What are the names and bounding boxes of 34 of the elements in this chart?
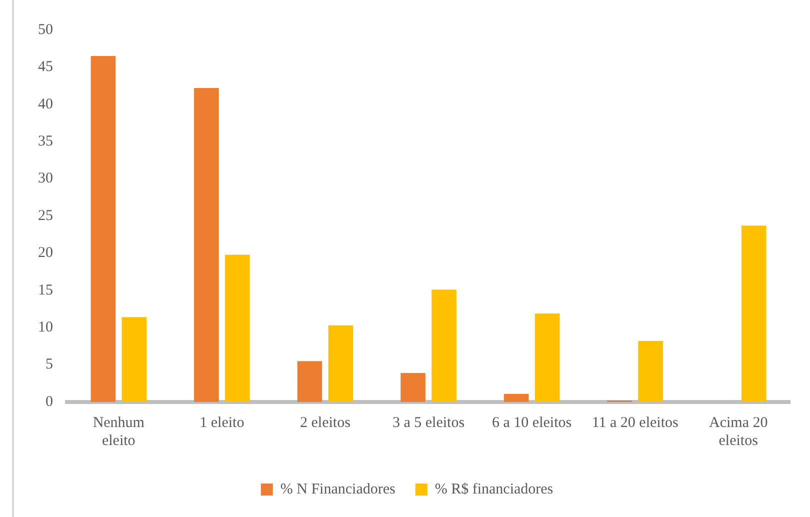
y-tick-label: 0 (46, 394, 53, 410)
category-label: eleito (102, 432, 136, 449)
legend-label: % N Financiadores (280, 481, 396, 498)
legend-label: % R$ financiadores (434, 481, 554, 498)
y-tick-label: 25 (38, 208, 53, 224)
x-tick-label: 3 a 5 eleitos (392, 414, 465, 431)
x-tick-label: 11 a 20 eleitos (592, 414, 678, 431)
bar (122, 317, 147, 402)
category-label: Acima 20 (708, 414, 768, 431)
bar (741, 226, 766, 402)
category-label: Nenhum (92, 414, 144, 431)
y-tick-label: 5 (46, 356, 53, 373)
bar (400, 372, 426, 402)
y-tick-label: 35 (38, 134, 53, 150)
bar (90, 56, 116, 402)
x-tick-label: 6 a 10 eleitos (492, 414, 572, 431)
bar (328, 325, 354, 402)
y-tick-label: 50 (38, 22, 53, 38)
x-tick-label: 2 eleitos (300, 414, 351, 431)
y-tick-label: 30 (38, 170, 53, 187)
y-tick-label: 20 (38, 245, 53, 262)
y-tick-label: 10 (38, 320, 53, 336)
category-label: eleitos (718, 432, 758, 449)
bar (225, 254, 250, 402)
bar (194, 88, 219, 402)
y-tick-label: 15 (38, 282, 53, 298)
bar (504, 394, 529, 402)
bar (297, 361, 322, 402)
x-tick-label: 1 eleito (200, 414, 244, 431)
bar (638, 340, 663, 402)
bar (534, 313, 560, 402)
y-tick-label: 40 (38, 96, 53, 112)
y-tick-label: 45 (38, 59, 53, 76)
bar (432, 290, 456, 402)
